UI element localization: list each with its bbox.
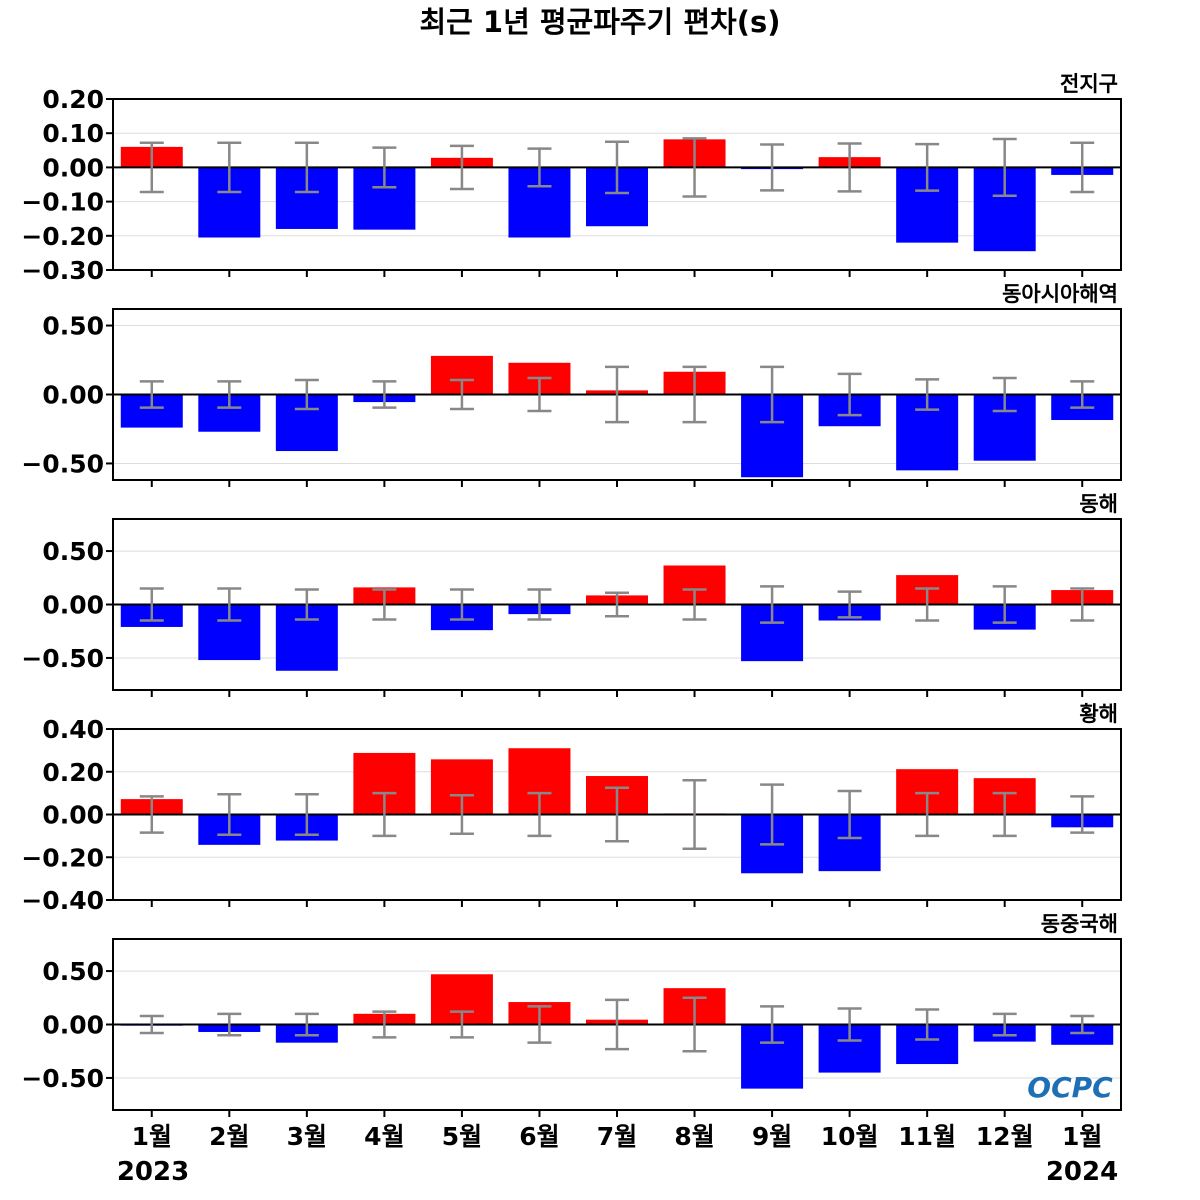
y-tick-label: −0.50 — [21, 644, 104, 673]
chart-title: 최근 1년 평균파주기 편차(s) — [419, 5, 780, 39]
x-tick-label: 12월 — [976, 1122, 1034, 1151]
y-tick-label: 0.00 — [42, 591, 104, 620]
x-tick-label: 1월 — [132, 1122, 172, 1151]
y-tick-label: 0.50 — [42, 957, 104, 986]
x-tick-label: 5월 — [442, 1122, 482, 1151]
y-tick-label: 0.50 — [42, 312, 104, 341]
y-tick-label: 0.40 — [42, 715, 104, 744]
y-tick-label: −0.20 — [21, 222, 104, 251]
panel-label: 동중국해 — [1041, 912, 1118, 936]
x-tick-label: 1월 — [1062, 1122, 1102, 1151]
x-tick-label: 3월 — [287, 1122, 327, 1151]
y-tick-label: 0.00 — [42, 1011, 104, 1040]
y-tick-label: 0.00 — [42, 381, 104, 410]
x-tick-label: 7월 — [597, 1122, 637, 1151]
year-label-end: 2024 — [1046, 1157, 1118, 1187]
x-tick-label: 6월 — [519, 1122, 559, 1151]
y-tick-label: 0.00 — [42, 801, 104, 830]
panel-2: 0.50 0.00 −0.50 동아시아해역 — [21, 282, 1122, 487]
panel-4: 0.40 0.20 0.00 −0.20 −0.40 황해 — [21, 702, 1122, 915]
x-tick-label: 2월 — [209, 1122, 249, 1151]
y-tick-label: −0.20 — [21, 843, 104, 872]
panel-label: 전지구 — [1060, 72, 1118, 96]
x-tick-label: 8월 — [674, 1122, 714, 1151]
y-tick-label: −0.40 — [21, 886, 104, 915]
panel-3: 0.50 0.00 −0.50 동해 — [21, 492, 1122, 697]
y-tick-label: 0.10 — [42, 119, 104, 148]
y-tick-label: −0.50 — [21, 1064, 104, 1093]
x-axis-labels: 1월 2월 3월 4월 5월 6월 7월 8월 9월 10월 11월 12월 1월 — [132, 1122, 1103, 1151]
y-tick-label: −0.30 — [21, 256, 104, 285]
panel-label: 동해 — [1079, 492, 1118, 516]
y-tick-label: −0.10 — [21, 188, 104, 217]
x-tick-label: 4월 — [364, 1122, 404, 1151]
y-tick-label: 0.50 — [42, 537, 104, 566]
bar — [1051, 1024, 1114, 1045]
x-tick-label: 9월 — [752, 1122, 792, 1151]
y-tick-label: 0.00 — [42, 153, 104, 182]
x-tick-label: 11월 — [898, 1122, 956, 1151]
panel-5: 0.50 0.00 −0.50 동중국해 — [21, 912, 1122, 1117]
year-label-start: 2023 — [117, 1157, 189, 1187]
y-tick-label: 0.20 — [42, 85, 104, 114]
chart-panels: 0.20 0.10 0.00 −0.10 −0.20 −0.30 전지구 0.50 0.00 −0… — [21, 72, 1122, 1117]
y-tick-label: −0.50 — [21, 449, 104, 478]
panel-1: 0.20 0.10 0.00 −0.10 −0.20 −0.30 전지구 — [21, 72, 1122, 285]
y-tick-label: 0.20 — [42, 758, 104, 787]
panel-label: 동아시아해역 — [1002, 282, 1118, 306]
x-tick-label: 10월 — [821, 1122, 879, 1151]
ocpc-logo: OCPC — [1027, 1071, 1113, 1104]
panel-label: 황해 — [1079, 702, 1118, 726]
